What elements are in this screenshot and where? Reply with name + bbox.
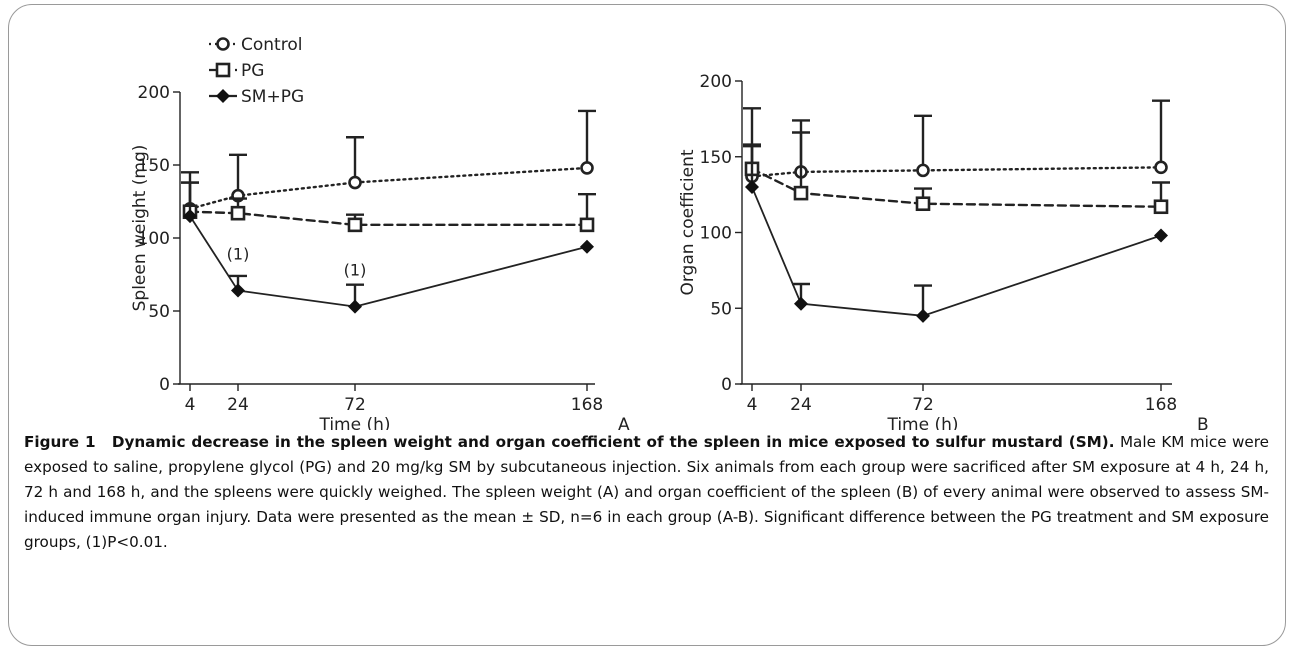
data-point <box>347 217 363 233</box>
annotation: (1) <box>227 245 250 264</box>
data-point <box>231 283 245 298</box>
y-tick-label: 0 <box>721 375 732 395</box>
y-axis-label: Organ coefficient <box>678 149 698 295</box>
series-diamond <box>181 181 594 314</box>
data-point <box>230 205 246 221</box>
data-point <box>579 217 595 233</box>
figure-frame <box>8 4 1286 646</box>
data-point <box>794 296 808 311</box>
legend-marker <box>215 62 231 78</box>
annotation: (1) <box>344 261 367 280</box>
x-tick-label: 24 <box>227 395 249 415</box>
legend-marker <box>216 37 230 51</box>
series-line <box>188 166 589 211</box>
chart-panel-a: 0 50 100 150 200 Spleen weight (mg) 4 24 72 168 Ti… <box>130 35 630 430</box>
data-point <box>915 196 931 212</box>
data-point <box>916 163 930 178</box>
legend-label: SM+PG <box>241 87 304 107</box>
caption-title: Dynamic decrease in the spleen weight an… <box>111 433 1115 451</box>
series-diamond <box>743 143 1168 323</box>
y-axis-label: Spleen weight (mg) <box>130 145 150 312</box>
caption-label: Figure 1 <box>24 433 96 451</box>
series-square <box>743 131 1170 215</box>
series-square <box>181 181 596 233</box>
series-line <box>750 167 1163 208</box>
data-point <box>793 185 809 201</box>
x-tick-label: 168 <box>571 395 603 415</box>
x-tick-label: 4 <box>185 395 196 415</box>
x-tick-label: 4 <box>747 395 758 415</box>
x-tick-label: 72 <box>344 395 366 415</box>
y-tick-label: 200 <box>700 72 732 92</box>
y-tick-label: 150 <box>138 156 170 176</box>
series-line <box>189 215 588 308</box>
data-point <box>1154 228 1168 243</box>
x-axis-label: Time (h) <box>886 415 958 430</box>
y-tick-label: 0 <box>159 375 170 395</box>
caption-body: Male KM mice were exposed to saline, pro… <box>24 433 1270 551</box>
figure-caption: Figure 1 Dynamic decrease in the spleen … <box>24 430 1269 555</box>
data-point <box>183 209 197 224</box>
series-line <box>750 166 1163 178</box>
y-tick-label: 50 <box>148 302 170 322</box>
x-tick-label: 24 <box>790 395 812 415</box>
legend: Control PG SM+PG <box>209 35 304 107</box>
y-tick-label: 100 <box>700 224 732 244</box>
data-point <box>580 161 594 175</box>
series-line <box>188 210 589 227</box>
data-point <box>348 175 362 190</box>
legend-label: PG <box>241 61 264 81</box>
legend-label: Control <box>241 35 302 55</box>
x-tick-label: 72 <box>912 395 934 415</box>
data-point <box>348 299 362 314</box>
y-tick-label: 200 <box>138 83 170 103</box>
panel-label: A <box>618 415 630 430</box>
y-tick-label: 100 <box>138 229 170 249</box>
data-point <box>1153 199 1169 215</box>
series-line <box>751 186 1162 317</box>
data-point <box>916 308 930 323</box>
data-point <box>1154 160 1168 175</box>
chart-panel-b: 0 50 100 150 200 Organ coefficient 4 24 72 168 Tim… <box>678 72 1209 430</box>
legend-marker <box>216 89 230 103</box>
x-tick-label: 168 <box>1145 395 1177 415</box>
series-circle <box>743 99 1170 184</box>
y-tick-label: 150 <box>700 148 732 168</box>
x-axis-label: Time (h) <box>318 415 390 430</box>
panel-label: B <box>1197 415 1209 430</box>
y-tick-label: 50 <box>710 299 732 319</box>
data-point <box>745 180 759 195</box>
data-point <box>580 239 594 254</box>
